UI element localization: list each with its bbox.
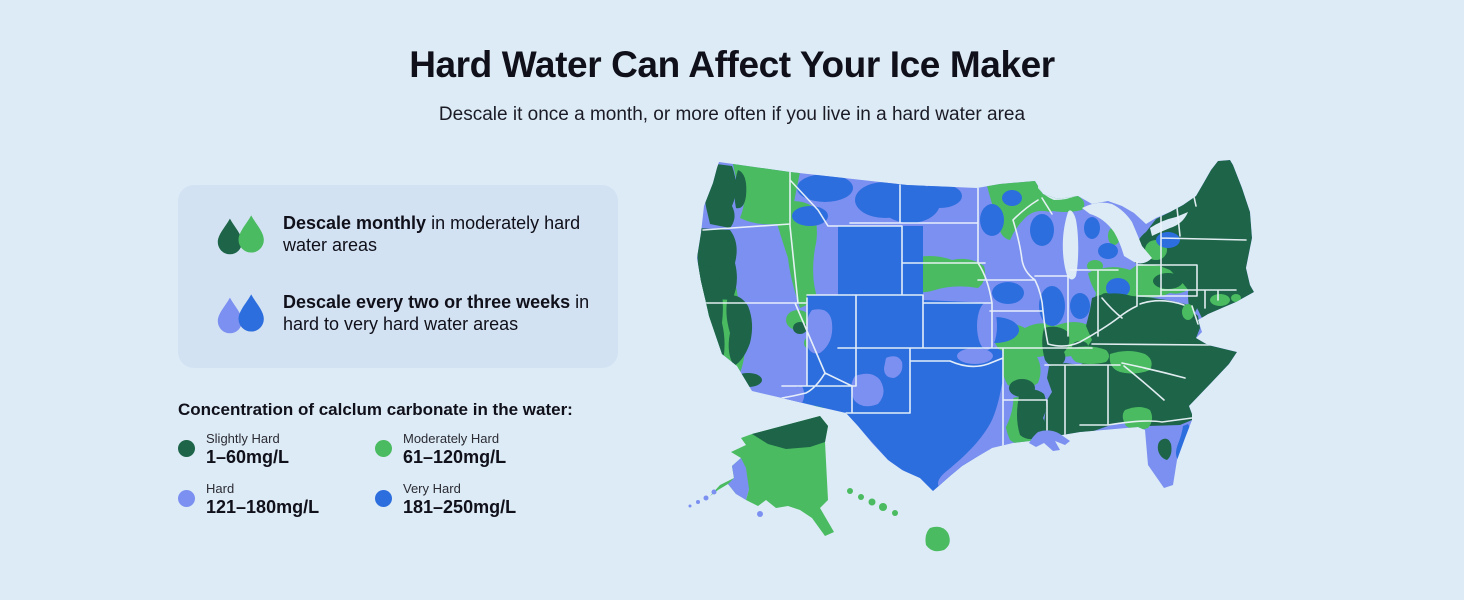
tip-row-moderately-hard: Descale monthly in moderately hard water… xyxy=(214,210,598,267)
tip-text: Descale monthly in moderately hard water… xyxy=(283,213,581,255)
legend-color-swatch xyxy=(178,490,195,507)
legend-color-swatch xyxy=(375,440,392,457)
legend-color-swatch xyxy=(178,440,195,457)
page-title: Hard Water Can Affect Your Ice Maker xyxy=(409,44,1055,85)
tip-text: Descale every two or three weeks in hard… xyxy=(283,292,590,334)
tip-row-very-hard: Descale every two or three weeks in hard… xyxy=(214,289,598,346)
green-water-drops-icon xyxy=(214,210,270,267)
blue-water-drops-icon xyxy=(214,289,270,346)
legend-item-moderately-hard: Moderately Hard 61–120mg/L xyxy=(375,431,605,468)
hawaii xyxy=(847,488,950,552)
legend-item-very-hard: Very Hard 181–250mg/L xyxy=(375,481,605,518)
legend-heading: Concentration of calclum carbonate in th… xyxy=(178,400,573,419)
legend-item-slightly-hard: Slightly Hard 1–60mg/L xyxy=(178,431,375,468)
alaska xyxy=(688,416,834,536)
legend-item-hard: Hard 121–180mg/L xyxy=(178,481,375,518)
legend-color-swatch xyxy=(375,490,392,507)
page-subtitle: Descale it once a month, or more often i… xyxy=(438,104,1026,125)
hardness-legend: Concentration of calclum carbonate in th… xyxy=(178,400,605,518)
descale-tips-card: Descale monthly in moderately hard water… xyxy=(178,185,618,368)
us-water-hardness-map xyxy=(688,160,1254,552)
